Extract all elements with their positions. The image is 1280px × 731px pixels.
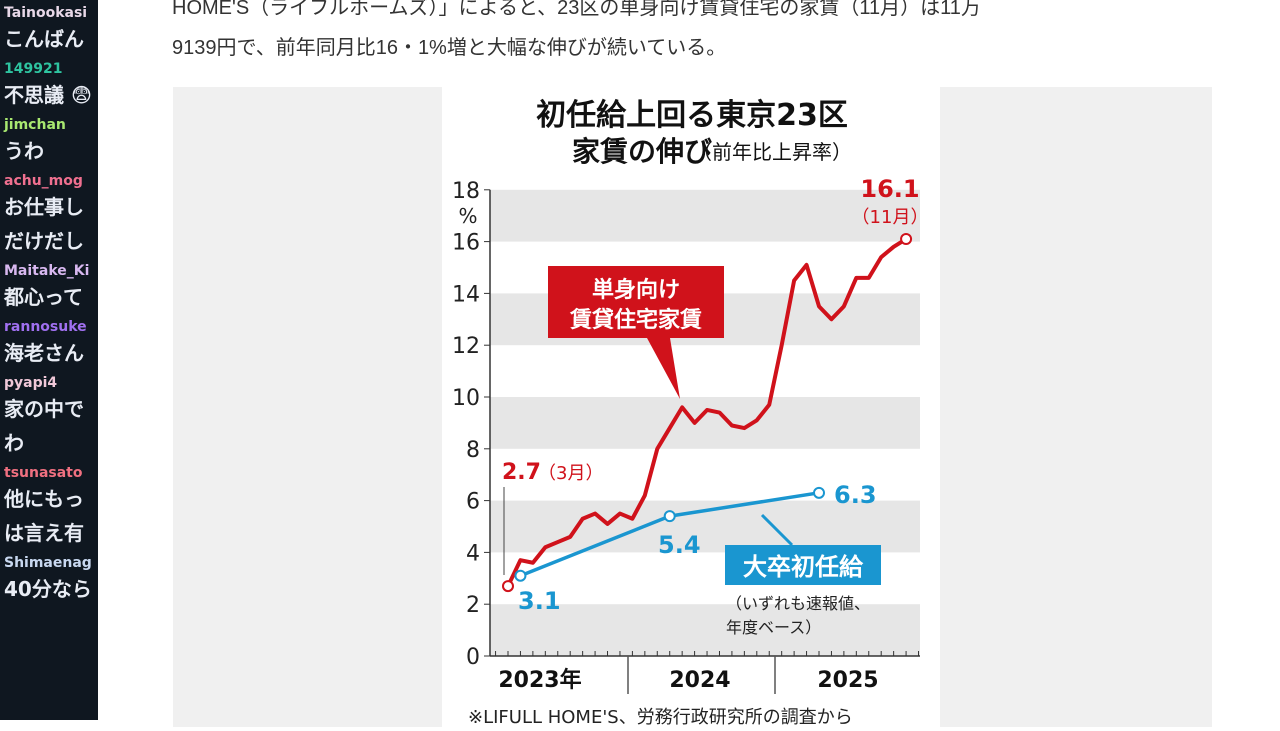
y-unit: %: [458, 204, 477, 228]
y-tick-label: 10: [452, 386, 480, 411]
chart-svg: 初任給上回る東京23区 家賃の伸び （前年比上昇率） 0 2 4 6 8 10 12 14 16…: [452, 98, 929, 728]
chat-message: pyapi4 家の中でわ: [0, 374, 98, 460]
chat-username[interactable]: tsunasato: [4, 465, 83, 481]
chat-message: rannosuke 海老さん: [0, 318, 98, 370]
blue-value-label: 3.1: [518, 587, 561, 615]
chat-text: うわ: [4, 139, 44, 163]
chat-username[interactable]: rannosuke: [4, 319, 87, 335]
article-line: HOME'S（ライフルホームズ）」によると、23区の単身向け賃貸住宅の家賃（11…: [172, 0, 981, 19]
data-point: [813, 486, 825, 499]
chat-message: Shimaenag 40分なら: [0, 554, 98, 606]
blue-value-label: 5.4: [658, 531, 701, 559]
data-point: [502, 580, 514, 593]
x-tick-label: 2024: [669, 668, 730, 693]
start-value-label: 2.7: [502, 460, 541, 485]
data-point: [900, 233, 913, 246]
chart-source: ※LIFULL HOME'S、労務行政研究所の調査から: [468, 707, 853, 727]
chat-message: Maitake_Ki 都心って: [0, 262, 98, 314]
chart-title: 初任給上回る東京23区: [536, 98, 848, 133]
article-text: HOME'S（ライフルホームズ）」によると、23区の単身向け賃貸住宅の家賃（11…: [172, 0, 1212, 68]
chat-message: Tainookasi こんばん: [0, 4, 98, 56]
chat-username[interactable]: Shimaenag: [4, 555, 92, 571]
y-tick-label: 6: [466, 490, 480, 515]
chat-username[interactable]: Tainookasi: [4, 5, 88, 21]
grid-band: [490, 397, 920, 449]
chat-text: 海老さん: [4, 341, 84, 365]
chat-text: 他にもっ: [4, 487, 84, 511]
y-tick-label: 18: [452, 179, 480, 204]
chat-text: わ: [4, 431, 24, 455]
chat-text: 不思議 😨: [4, 83, 92, 107]
blue-series-label: 大卒初任給: [743, 553, 864, 581]
end-value-label: 16.1: [860, 175, 919, 203]
chat-text: 40分なら: [4, 577, 92, 601]
chat-username[interactable]: pyapi4: [4, 375, 58, 391]
start-note-label: （3月）: [538, 463, 603, 484]
red-series-label: 賃貸住宅家賃: [569, 307, 702, 333]
y-tick-label: 12: [452, 334, 480, 359]
chat-text: 都心って: [4, 285, 83, 309]
x-tick-label: 2025: [817, 668, 878, 693]
chat-username[interactable]: jimchan: [4, 117, 66, 133]
y-tick-label: 14: [452, 282, 480, 307]
note: 年度ベース）: [726, 618, 821, 637]
data-point: [663, 510, 676, 523]
grid-band: [490, 189, 920, 242]
note: （いずれも速報値、: [726, 594, 870, 613]
chart-subtitle-note: （前年比上昇率）: [692, 140, 852, 164]
chat-message: 149921 不思議 😨: [0, 60, 98, 112]
chat-sidebar: Tainookasi こんばん 149921 不思議 😨 jimchan うわ achu_m…: [0, 0, 98, 720]
chat-username[interactable]: 149921: [4, 61, 63, 77]
y-tick-label: 2: [466, 593, 480, 618]
chat-text: こんばん: [4, 27, 84, 51]
data-point: [514, 569, 527, 582]
chat-username[interactable]: achu_mog: [4, 173, 83, 189]
chart-subtitle: 家賃の伸び: [572, 135, 712, 168]
chat-text: は言え有: [4, 521, 84, 545]
blue-label-pointer: [760, 513, 794, 547]
red-series-label: 単身向け: [592, 277, 680, 303]
blue-series-label-box: [725, 545, 881, 585]
rent-line: [506, 237, 908, 587]
red-label-pointer: [647, 338, 680, 399]
y-tick-label: 8: [466, 438, 480, 463]
y-tick-label: 16: [452, 231, 480, 256]
y-tick-label: 0: [466, 645, 480, 670]
blue-value-label: 6.3: [834, 481, 877, 509]
chat-text: 家の中で: [4, 397, 84, 421]
chat-text: だけだし: [4, 229, 84, 253]
y-tick-label: 4: [466, 541, 480, 566]
chat-text: お仕事し: [4, 195, 84, 219]
article-line: 9139円で、前年同月比16・1%増と大幅な伸びが続いている。: [172, 37, 727, 59]
chat-message: tsunasato 他にもっは言え有: [0, 464, 98, 550]
chat-message: jimchan うわ: [0, 116, 98, 168]
x-tick-label: 2023年: [498, 667, 581, 693]
end-note-label: （11月）: [852, 207, 929, 228]
red-series-label-box: [548, 266, 724, 338]
chat-message: achu_mog お仕事しだけだし: [0, 172, 98, 258]
chart-image: 初任給上回る東京23区 家賃の伸び （前年比上昇率） 0 2 4 6 8 10 12 14 16…: [442, 87, 940, 728]
chat-username[interactable]: Maitake_Ki: [4, 263, 90, 279]
grid-band: [490, 604, 920, 656]
